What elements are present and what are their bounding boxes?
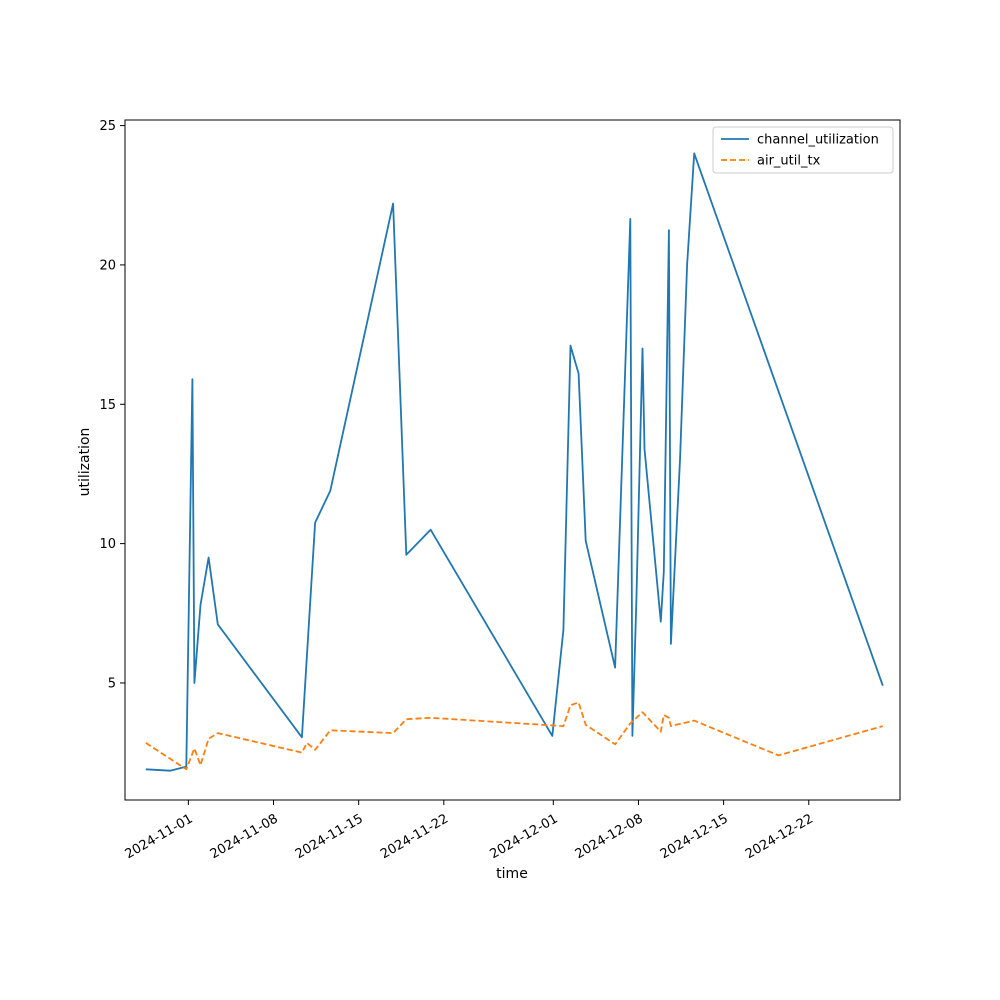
x-tick-label: 2024-11-15 [293, 811, 366, 862]
legend-label: channel_utilization [757, 133, 879, 148]
x-tick-label: 2024-12-22 [743, 811, 816, 862]
legend-label: air_util_tx [757, 154, 821, 169]
x-tick-label: 2024-12-15 [658, 811, 731, 862]
x-tick-label: 2024-11-01 [123, 811, 196, 862]
x-axis: 2024-11-01 2024-11-08 2024-11-15 2024-11-22… [123, 800, 816, 862]
y-tick-label: 10 [99, 537, 116, 552]
series-line-air-util-tx [145, 701, 884, 771]
y-tick-label: 5 [108, 676, 116, 691]
y-tick-label: 20 [99, 258, 116, 273]
series-line-channel-utilization [145, 152, 884, 772]
legend: channel_utilization air_util_tx [712, 126, 894, 174]
plot-area-frame [124, 119, 901, 801]
x-tick-label: 2024-11-22 [378, 811, 451, 862]
legend-box [712, 126, 894, 174]
y-tick-label: 25 [99, 119, 116, 134]
x-tick-label: 2024-12-08 [573, 811, 646, 862]
x-tick-label: 2024-11-08 [208, 811, 281, 862]
y-tick-label: 15 [99, 398, 116, 413]
series-layer [145, 152, 884, 772]
x-tick-label: 2024-12-01 [488, 811, 561, 862]
y-axis: 5 10 15 20 25 [99, 119, 125, 691]
y-axis-label: utilization [77, 428, 93, 497]
x-axis-label: time [496, 866, 528, 882]
